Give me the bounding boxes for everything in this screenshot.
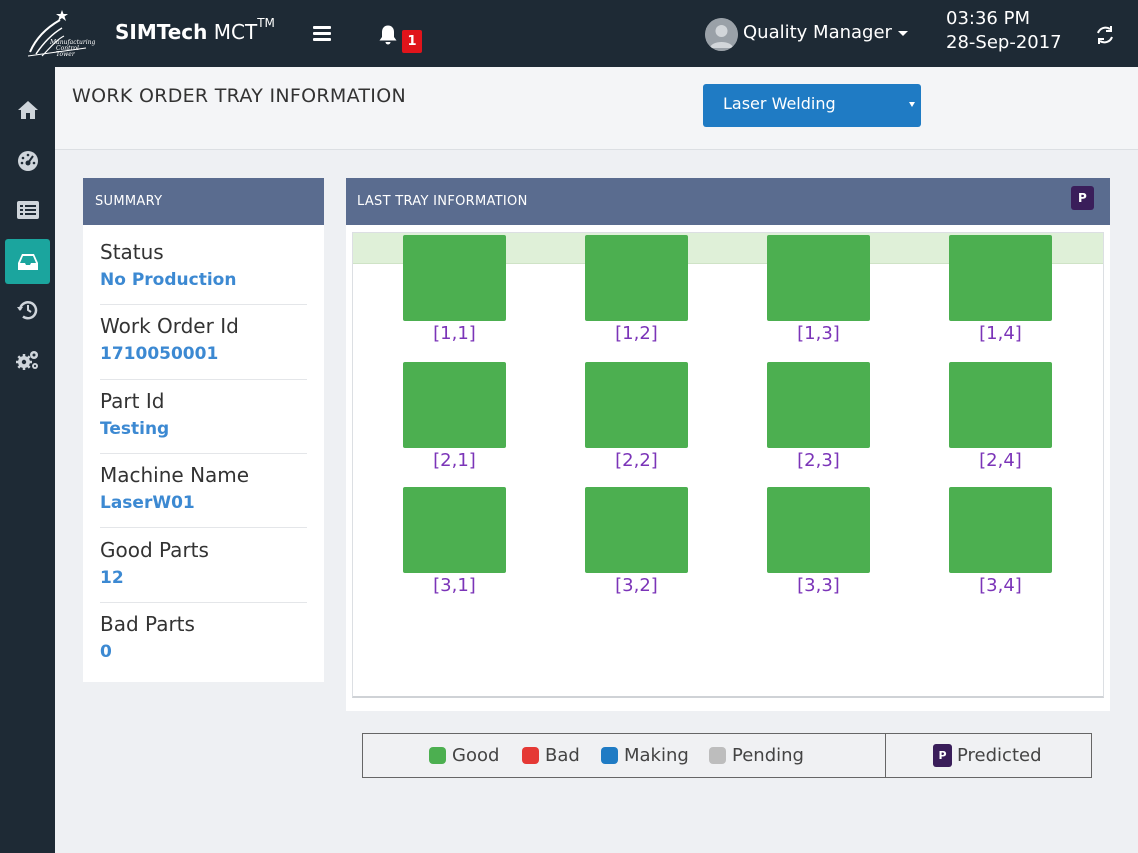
svg-text:Manufacturing: Manufacturing [49, 39, 96, 46]
user-menu[interactable]: Quality Manager [743, 22, 908, 43]
menu-toggle-icon[interactable] [313, 26, 331, 42]
tray-cell-label: [2,1] [433, 450, 476, 471]
summary-row-status: Status No Production [100, 238, 307, 305]
summary-value: 12 [100, 568, 124, 588]
history-icon [16, 300, 37, 319]
summary-value: 1710050001 [100, 344, 219, 364]
legend-predicted: P Predicted [933, 744, 1042, 767]
list-icon [16, 200, 39, 219]
tray-cell-label: [2,3] [797, 450, 840, 471]
sidebar-item-history[interactable] [5, 287, 50, 332]
legend: Good Bad Making Pending P Predicted [362, 733, 1092, 778]
summary-header: SUMMARY [83, 178, 324, 225]
settings-icon [15, 350, 38, 370]
bad-swatch [522, 747, 539, 764]
mct-logo[interactable]: Manufacturing Control Tower [26, 8, 102, 58]
dashboard-icon [17, 150, 38, 171]
bell-icon[interactable] [378, 24, 398, 46]
tray-panel: LAST TRAY INFORMATION P [1,1] [1,2] [1,3][… [346, 178, 1110, 711]
summary-label: Status [100, 240, 164, 264]
chevron-down-icon [897, 30, 908, 36]
tray-cell[interactable] [767, 362, 870, 448]
top-bar: Manufacturing Control Tower SIMTech MCTT… [0, 0, 1138, 67]
machine-select[interactable]: Laser Welding [703, 84, 921, 127]
sidebar-item-home[interactable] [5, 87, 50, 132]
tray-cell-label: [1,1] [433, 323, 476, 344]
page-header: WORK ORDER TRAY INFORMATION Laser Weldin… [55, 67, 1138, 150]
legend-making: Making [601, 745, 689, 766]
tray-cell[interactable] [767, 487, 870, 573]
legend-pending: Pending [709, 745, 804, 766]
summary-label: Good Parts [100, 538, 209, 562]
app-brand: SIMTech MCTTM [115, 16, 275, 44]
summary-row-bad-parts: Bad Parts 0 [100, 610, 307, 670]
tray-cell[interactable] [585, 362, 688, 448]
tray-cell-label: [1,2] [615, 323, 658, 344]
user-avatar[interactable] [705, 18, 738, 51]
notification-badge[interactable]: 1 [402, 30, 422, 53]
summary-panel: SUMMARY Status No Production Work Order … [83, 178, 324, 682]
tray-cell[interactable] [403, 487, 506, 573]
tray-header-title: LAST TRAY INFORMATION [357, 194, 528, 209]
home-icon [17, 100, 38, 119]
summary-label: Bad Parts [100, 612, 195, 636]
current-date: 28-Sep-2017 [946, 32, 1062, 53]
tray-cell[interactable] [403, 362, 506, 448]
svg-text:Control: Control [56, 45, 79, 52]
summary-label: Work Order Id [100, 314, 239, 338]
tray-cell[interactable] [403, 235, 506, 321]
tray-cell[interactable] [949, 487, 1052, 573]
tray-grid: [1,1] [1,2] [1,3] [1,4] [2,1] [2,2] [2,3] [2,4]… [352, 232, 1104, 698]
tray-header: LAST TRAY INFORMATION P [346, 178, 1110, 225]
summary-label: Machine Name [100, 463, 250, 487]
tray-cell-label: [3,4] [979, 575, 1022, 596]
summary-value: 0 [100, 642, 112, 662]
tray-cell-label: [2,2] [615, 450, 658, 471]
summary-label: Part Id [100, 389, 165, 413]
tray-cell-label: [3,2] [615, 575, 658, 596]
tray-cell[interactable] [949, 362, 1052, 448]
summary-value: Testing [100, 419, 170, 439]
summary-row-part-id: Part Id Testing [100, 387, 307, 454]
refresh-icon[interactable] [1094, 24, 1116, 46]
tray-cell-label: [3,1] [433, 575, 476, 596]
summary-row-machine: Machine Name LaserW01 [100, 461, 307, 528]
dropdown-arrow-icon [909, 102, 915, 107]
sidebar [0, 67, 55, 853]
predicted-badge[interactable]: P [1071, 186, 1094, 210]
predicted-swatch: P [933, 744, 952, 767]
page-title: WORK ORDER TRAY INFORMATION [72, 85, 406, 107]
sidebar-item-list[interactable] [5, 187, 50, 232]
legend-good: Good [429, 745, 499, 766]
summary-row-good-parts: Good Parts 12 [100, 536, 307, 603]
tray-cell-label: [3,3] [797, 575, 840, 596]
tray-cell-label: [1,4] [979, 323, 1022, 344]
tray-cell-label: [2,4] [979, 450, 1022, 471]
tray-cell[interactable] [585, 487, 688, 573]
good-swatch [429, 747, 446, 764]
sidebar-item-dashboard[interactable] [5, 137, 50, 182]
making-swatch [601, 747, 618, 764]
summary-value: LaserW01 [100, 493, 195, 513]
tray-cell[interactable] [585, 235, 688, 321]
legend-divider [885, 734, 886, 777]
tray-cell[interactable] [767, 235, 870, 321]
legend-bad: Bad [522, 745, 580, 766]
sidebar-item-settings[interactable] [5, 337, 50, 382]
tray-icon [17, 253, 38, 270]
summary-row-work-order: Work Order Id 1710050001 [100, 312, 307, 380]
current-time: 03:36 PM [946, 8, 1030, 29]
pending-swatch [709, 747, 726, 764]
clock: 03:36 PM 28-Sep-2017 [946, 7, 1062, 55]
machine-select-value: Laser Welding [723, 94, 836, 113]
summary-value: No Production [100, 270, 237, 290]
sidebar-item-tray[interactable] [5, 239, 50, 284]
svg-text:Tower: Tower [56, 51, 76, 58]
tray-cell-label: [1,3] [797, 323, 840, 344]
tray-cell[interactable] [949, 235, 1052, 321]
